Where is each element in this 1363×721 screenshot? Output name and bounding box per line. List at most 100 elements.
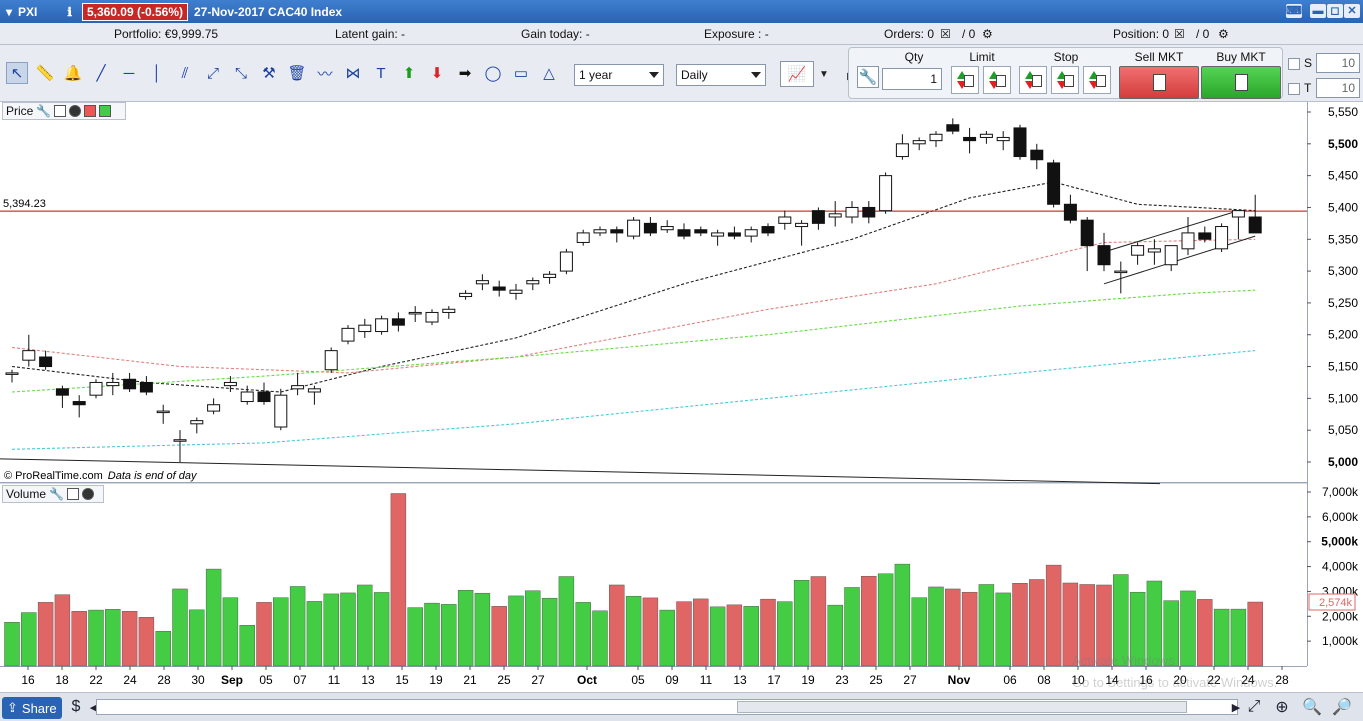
limit-sell-button[interactable]	[983, 66, 1011, 94]
s-input[interactable]: 10	[1316, 53, 1360, 73]
position-close-icon[interactable]: ☒	[1174, 27, 1185, 41]
ruler-icon[interactable]: 📏	[35, 65, 55, 82]
horizontal-scrollbar[interactable]	[96, 699, 1238, 715]
up-arrow-icon	[1089, 71, 1099, 79]
document-icon	[996, 75, 1006, 87]
candle-body	[778, 216, 792, 224]
triangle-icon[interactable]: △	[543, 65, 555, 82]
scroll-right-icon[interactable]: ▶	[1231, 701, 1241, 714]
horizontal-line-icon[interactable]: ─	[123, 64, 135, 82]
dollar-chart-icon[interactable]: $	[71, 698, 81, 715]
qty-input[interactable]: 1	[882, 68, 942, 90]
limit-buy-button[interactable]	[951, 66, 979, 94]
candle-body	[1047, 162, 1061, 205]
buy-arrow-icon[interactable]: ⬆	[402, 65, 416, 82]
tools-icon[interactable]: ⚒	[262, 65, 276, 82]
date-tick-label: 24	[123, 673, 137, 687]
up-arrow-icon	[957, 71, 967, 79]
wrench-icon[interactable]: 🔧	[857, 66, 879, 88]
volume-bar	[961, 591, 978, 667]
stop-label: Stop	[1053, 50, 1079, 64]
period-select[interactable]: 1 year	[574, 64, 664, 86]
volume-bar	[793, 580, 810, 667]
volume-bar	[256, 602, 272, 667]
volume-bar	[592, 610, 608, 667]
fan-icon[interactable]: ⤡	[234, 64, 247, 82]
volume-bar	[441, 604, 457, 667]
share-button[interactable]: ⇪ Share	[2, 697, 62, 719]
latent-gain: Latent gain: -	[335, 27, 406, 41]
window-icon[interactable]	[54, 105, 67, 117]
candle-body	[979, 133, 993, 138]
indicators-dropdown-icon[interactable]: ▼	[819, 68, 829, 80]
volume-bar	[457, 589, 474, 667]
close-icon[interactable]	[81, 488, 94, 500]
move-up-icon[interactable]	[99, 105, 112, 117]
wave-icon[interactable]: 〰	[317, 65, 333, 83]
maximize-icon[interactable]: ◻	[1327, 4, 1343, 18]
orders-close-icon[interactable]: ☒	[940, 27, 951, 41]
zoom-fit-icon[interactable]: ⊕	[1275, 699, 1289, 716]
buy-market-button[interactable]	[1201, 66, 1281, 99]
pattern-icon[interactable]: ⋈	[345, 65, 361, 82]
date-tick-label: Sep	[221, 673, 243, 687]
keyboard-icon[interactable]: ⌨	[1286, 4, 1302, 18]
candle-body	[1030, 149, 1044, 161]
s-checkbox[interactable]	[1288, 58, 1300, 70]
price-tick-label: 5,150	[1328, 360, 1358, 374]
wrench-icon[interactable]: 🔧	[36, 104, 52, 118]
stop-sell-button[interactable]	[1051, 66, 1079, 94]
move-down-icon[interactable]	[84, 105, 97, 117]
volume-bar	[928, 586, 944, 667]
ellipse-icon[interactable]: ◯	[484, 65, 502, 82]
channel-lower-line	[1103, 235, 1256, 285]
minimize-icon[interactable]: ▬	[1310, 4, 1326, 18]
text-icon[interactable]: T	[376, 64, 386, 82]
channel-icon[interactable]: ⫽	[181, 64, 189, 82]
zoom-out-icon[interactable]: 🔎	[1332, 699, 1352, 716]
date-tick-label: 21	[463, 673, 477, 687]
scroll-left-icon[interactable]: ◀	[89, 701, 99, 714]
rectangle-icon[interactable]: ▭	[513, 65, 529, 82]
wrench-icon[interactable]: 🔧	[49, 487, 64, 501]
candle-body	[1114, 270, 1128, 274]
volume-bar	[474, 592, 491, 667]
vertical-line-icon[interactable]: │	[152, 64, 162, 82]
indicators-icon[interactable]: 📈	[780, 61, 814, 87]
scroll-thumb[interactable]	[737, 701, 1187, 713]
candle-body	[1198, 232, 1212, 240]
candle-body	[1181, 232, 1195, 250]
sell-market-button[interactable]	[1119, 66, 1199, 99]
orders-settings-icon[interactable]: ⚙	[982, 27, 993, 41]
stop-buy-button[interactable]	[1019, 66, 1047, 94]
right-arrow-icon[interactable]: ➡	[458, 65, 472, 82]
alert-bell-icon[interactable]: 🔔	[63, 65, 83, 82]
position-settings-icon[interactable]: ⚙	[1218, 27, 1229, 41]
stop-extra-button[interactable]	[1083, 66, 1111, 94]
auto-scale-icon[interactable]: ⤢	[1247, 698, 1261, 715]
date-tick-label: 22	[89, 673, 103, 687]
sell-arrow-icon[interactable]: ⬇	[430, 65, 444, 82]
t-checkbox[interactable]	[1288, 83, 1300, 95]
fibonacci-icon[interactable]: ⤢	[206, 64, 219, 82]
trash-icon[interactable]: 🗑	[287, 65, 307, 82]
bottom-bar: ⇪ Share $ ◀ ▶ ⤢ ⊕ 🔍 🔎	[0, 692, 1363, 721]
date-tick-label: 05	[259, 673, 273, 687]
close-icon[interactable]	[69, 105, 82, 117]
app-name: PXI	[18, 4, 38, 19]
y-axis-bg	[1307, 102, 1363, 666]
candle-body	[862, 206, 876, 218]
close-icon[interactable]: ✕	[1344, 4, 1360, 18]
app-menu-icon[interactable]: ▾	[6, 4, 13, 19]
pointer-icon[interactable]: ↖	[6, 62, 28, 84]
t-input[interactable]: 10	[1316, 78, 1360, 98]
info-icon[interactable]: ℹ	[67, 4, 72, 19]
volume-tick-label: 2,000k	[1322, 609, 1359, 623]
volume-bar	[390, 493, 407, 667]
chart-area[interactable]: 5,394.23 5,5505,5005,4505,4005,3505,3005…	[0, 102, 1363, 692]
portfolio-info-bar: Portfolio: €9,999.75 Latent gain: - Gain…	[0, 23, 1363, 45]
trendline-icon[interactable]: ╱	[96, 65, 106, 82]
interval-select[interactable]: Daily	[676, 64, 766, 86]
zoom-in-icon[interactable]: 🔍	[1302, 699, 1322, 716]
window-icon[interactable]	[66, 488, 79, 500]
